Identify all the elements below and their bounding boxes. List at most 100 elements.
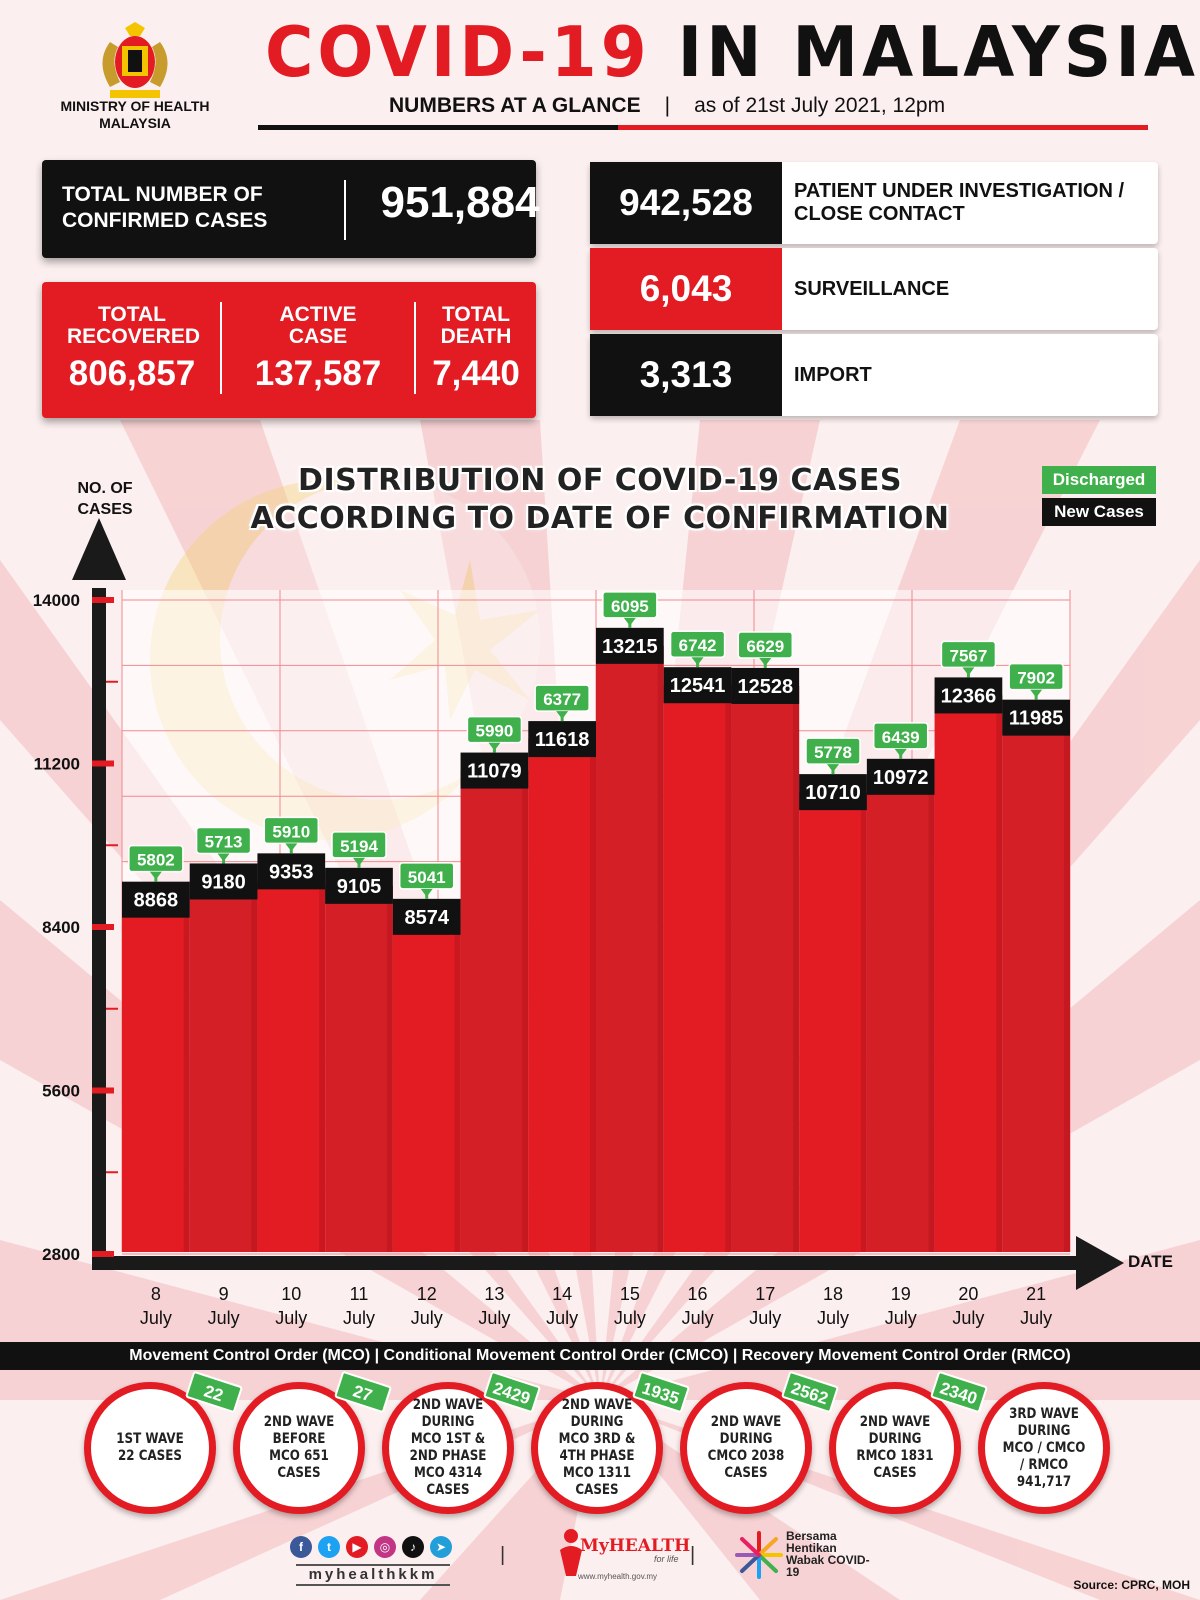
x-tick-day: 17 (755, 1284, 775, 1304)
active-value: 137,587 (254, 354, 382, 393)
x-tick-month: July (1020, 1308, 1052, 1328)
footer-separator: | (500, 1544, 506, 1566)
x-tick-day: 16 (688, 1284, 708, 1304)
recovered-label: TOTAL RECOVERED (67, 303, 201, 348)
recovered-stat: TOTAL RECOVERED 806,857 (52, 304, 212, 394)
y-tick-label: 8400 (42, 918, 80, 937)
new-cases-value: 12366 (941, 685, 997, 707)
x-tick-day: 19 (891, 1284, 911, 1304)
ministry-crest-icon (102, 22, 168, 98)
header-rule-red (618, 125, 1148, 130)
new-cases-value: 10972 (873, 767, 929, 789)
wave-circle: 2ND WAVE DURING RMCO 1831 CASES (829, 1382, 961, 1514)
discharged-value: 7902 (1017, 669, 1055, 688)
new-cases-label-box (325, 867, 393, 904)
x-tick-month: July (478, 1308, 510, 1328)
discharged-pointer (827, 764, 839, 773)
discharged-value: 5041 (408, 868, 446, 887)
y-tick-mark (92, 924, 114, 930)
new-cases-value: 9180 (201, 871, 246, 893)
total-confirmed-card: TOTAL NUMBER OF CONFIRMED CASES 951,884 (42, 160, 540, 258)
x-tick-month: July (208, 1308, 240, 1328)
myhealth-figure-icon (560, 1529, 582, 1576)
divider (344, 180, 346, 240)
discharged-value: 6742 (679, 636, 717, 655)
x-tick-day: 12 (417, 1284, 437, 1304)
discharged-value: 6439 (882, 728, 920, 747)
wave-text: 2ND WAVE BEFORE MCO 651 CASES (263, 1414, 335, 1481)
category-value: 6,043 (590, 248, 782, 330)
source-note: Source: CPRC, MOH (1073, 1578, 1190, 1592)
footer-separator: | (690, 1544, 696, 1566)
mco-legend-bar: Movement Control Order (MCO) | Condition… (0, 1342, 1200, 1370)
discharged-pointer (894, 748, 907, 757)
wave-circle: 2ND WAVE DURING MCO 1ST & 2ND PHASE MCO … (382, 1382, 514, 1514)
bar-shade (996, 695, 1003, 1252)
bar-shade (183, 899, 190, 1252)
bar-shade (657, 645, 664, 1252)
discharged-value: 5194 (340, 837, 378, 856)
bar-new-cases (392, 916, 461, 1252)
y-axis-label: NO. OF CASES (77, 480, 133, 518)
x-tick-month: July (885, 1308, 917, 1328)
wave-text: 2ND WAVE DURING CMCO 2038 CASES (707, 1414, 785, 1481)
y-tick-label: 5600 (42, 1082, 80, 1101)
total-confirmed-label: TOTAL NUMBER OF CONFIRMED CASES (62, 183, 268, 232)
x-tick-month: July (546, 1308, 578, 1328)
telegram-icon[interactable]: ➤ (430, 1536, 452, 1558)
twitter-icon[interactable]: t (318, 1536, 340, 1558)
death-stat: TOTAL DEATH 7,440 (418, 304, 534, 394)
subtitle: NUMBERS AT A GLANCE (389, 94, 641, 117)
y-minor-tick (106, 1007, 118, 1010)
subtitle-line: NUMBERS AT A GLANCE | as of 21st July 2021… (265, 94, 1155, 118)
active-label: ACTIVE CASE (279, 303, 357, 348)
x-tick-day: 13 (484, 1284, 504, 1304)
x-tick-day: 8 (151, 1284, 161, 1304)
category-row-pui: 942,528 PATIENT UNDER INVESTIGATION / CL… (590, 162, 1158, 244)
discharged-pointer (556, 711, 569, 720)
x-tick-month: July (614, 1308, 646, 1328)
wave-circle: 1ST WAVE 22 CASES (84, 1382, 216, 1514)
new-cases-label-box (934, 677, 1003, 714)
wave-circle: 2ND WAVE BEFORE MCO 651 CASES (233, 1382, 365, 1514)
wave-circle: 2ND WAVE DURING CMCO 2038 CASES (680, 1382, 812, 1514)
new-cases-value: 13215 (602, 636, 658, 658)
header-rule-black (258, 125, 618, 130)
instagram-icon[interactable]: ◎ (374, 1536, 396, 1558)
y-tick-mark (92, 1251, 114, 1257)
bar-shade (522, 770, 529, 1252)
myhealth-tagline: for life (654, 1554, 679, 1564)
new-cases-label-box (663, 667, 732, 704)
new-cases-label-box (460, 752, 529, 789)
x-tick-month: July (140, 1308, 172, 1328)
bar-shade (1064, 717, 1070, 1252)
discharged-value: 5713 (205, 832, 243, 851)
x-tick-day: 18 (823, 1284, 843, 1304)
myhealth-logo: MyHEALTH for life www.myhealth.gov.my (556, 1522, 690, 1586)
tiktok-icon[interactable]: ♪ (402, 1536, 424, 1558)
divider (414, 302, 416, 394)
bar-new-cases (528, 739, 596, 1252)
category-value: 942,528 (590, 162, 782, 244)
y-tick-mark (92, 1087, 114, 1094)
bar-shade (793, 685, 800, 1252)
discharged-value: 6095 (611, 597, 649, 616)
x-tick-month: July (749, 1308, 781, 1328)
bar-shade (725, 685, 732, 1252)
discharged-pointer (420, 888, 433, 897)
x-tick-month: July (682, 1308, 714, 1328)
discharged-value: 5802 (137, 851, 175, 870)
y-tick-mark (92, 597, 114, 603)
youtube-icon[interactable]: ▶ (346, 1536, 368, 1558)
new-cases-label-box (596, 627, 664, 664)
y-tick-label: 14000 (33, 591, 80, 610)
facebook-icon[interactable]: f (290, 1536, 312, 1558)
as-of-date: as of 21st July 2021, 12pm (694, 94, 946, 117)
category-row-surveillance: 6,043 SURVEILLANCE (590, 248, 1158, 330)
subtitle-separator: | (664, 94, 671, 117)
title-red: COVID-19 (265, 12, 651, 93)
bar-shade (454, 916, 461, 1252)
new-cases-value: 11079 (467, 761, 522, 783)
x-tick-day: 21 (1026, 1284, 1046, 1304)
new-cases-value: 10710 (805, 782, 861, 804)
